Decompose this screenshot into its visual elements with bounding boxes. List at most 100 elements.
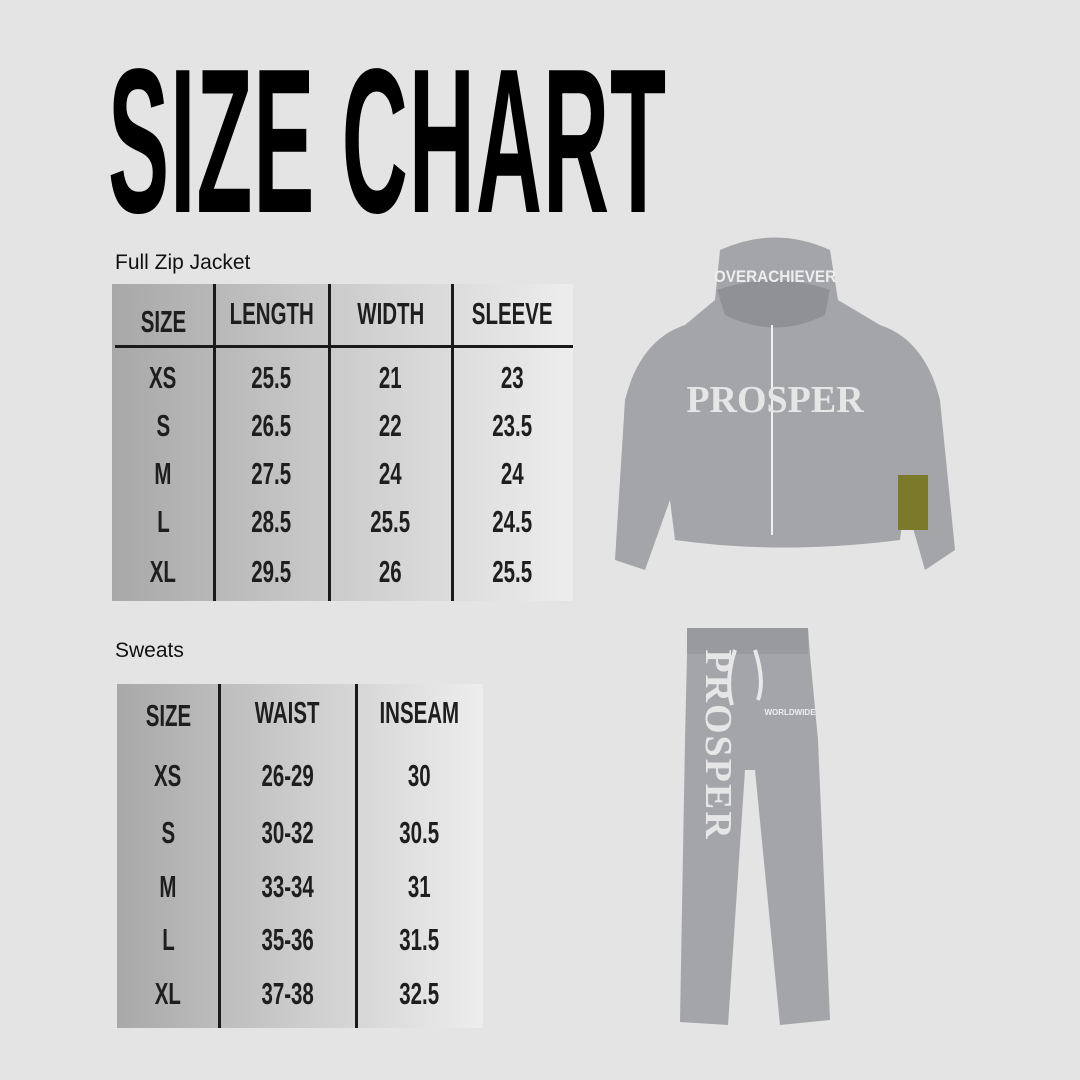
table-cell-text: 24 <box>501 456 524 491</box>
table-cell-text: 24.5 <box>492 504 533 539</box>
sleeve-patch <box>898 475 928 530</box>
page-title: SIZE CHART <box>108 26 667 256</box>
jacket-section-label: Full Zip Jacket <box>115 251 251 274</box>
table-cell-text: 32.5 <box>399 976 440 1011</box>
table-cell-text: 24 <box>379 456 402 491</box>
table-cell: 24.5 <box>452 500 573 544</box>
table-cell: 33-34 <box>219 865 356 909</box>
column-header-waist: WAIST <box>219 691 356 735</box>
table-cell: 23.5 <box>452 404 573 448</box>
pants-small-text: WORLDWIDE <box>764 708 816 717</box>
table-cell-text: 37-38 <box>261 976 314 1011</box>
table-cell-text: XL <box>154 976 182 1011</box>
sweatpants-image: WORLDWIDE PROSPER <box>680 628 830 1025</box>
column-divider <box>218 684 221 1028</box>
jacket-size-table: SIZE LENGTH WIDTH SLEEVE XS 25.5 21 23 S 26.5 22 23… <box>112 284 573 601</box>
column-header-width-text: WIDTH <box>356 296 425 331</box>
table-cell-text: 33-34 <box>261 869 314 904</box>
table-cell: S <box>117 811 219 855</box>
table-cell: 30 <box>356 754 483 798</box>
sweats-section-label: Sweats <box>115 639 184 662</box>
table-cell: 31 <box>356 865 483 909</box>
table-cell: 27.5 <box>214 452 329 496</box>
table-cell: 28.5 <box>214 500 329 544</box>
table-cell-text: 30 <box>408 758 431 793</box>
table-cell: 32.5 <box>356 972 483 1016</box>
table-cell: 26-29 <box>219 754 356 798</box>
table-cell-text: 35-36 <box>261 922 314 957</box>
table-cell-text: 30.5 <box>399 815 440 850</box>
table-cell: XL <box>112 550 214 594</box>
leg-text: PROSPER <box>697 649 739 840</box>
table-cell-text: 30-32 <box>261 815 314 850</box>
column-divider <box>328 284 331 601</box>
table-cell: 24 <box>452 452 573 496</box>
column-divider <box>451 284 454 601</box>
table-cell-text: 26 <box>379 554 402 589</box>
column-header-length-text: LENGTH <box>229 296 314 331</box>
table-cell: 29.5 <box>214 550 329 594</box>
table-cell-text: 28.5 <box>251 504 292 539</box>
table-cell-text: S <box>161 815 175 850</box>
table-cell: 21 <box>329 356 452 400</box>
table-cell-text: 29.5 <box>251 554 292 589</box>
column-header-size: SIZE <box>112 300 214 344</box>
table-cell: 23 <box>452 356 573 400</box>
table-cell: 25.5 <box>452 550 573 594</box>
table-cell: 37-38 <box>219 972 356 1016</box>
table-cell-text: XS <box>149 360 177 395</box>
sweats-size-table: SIZE WAIST INSEAM XS 26-29 30 S 30-32 30.5 M 33-34… <box>117 684 483 1028</box>
table-cell: M <box>112 452 214 496</box>
table-cell: 30-32 <box>219 811 356 855</box>
table-cell: S <box>112 404 214 448</box>
column-header-inseam: INSEAM <box>356 691 483 735</box>
chest-text: PROSPER <box>686 379 864 421</box>
table-cell-text: M <box>159 869 177 904</box>
table-cell: 30.5 <box>356 811 483 855</box>
table-cell-text: 31 <box>408 869 431 904</box>
table-cell-text: 25.5 <box>370 504 411 539</box>
hoodie-image: OVERACHIEVER PROSPER <box>615 237 955 570</box>
table-cell-text: 26.5 <box>251 408 292 443</box>
table-cell-text: 26-29 <box>261 758 314 793</box>
column-header-size-text: SIZE <box>145 698 191 733</box>
column-header-length: LENGTH <box>214 292 329 336</box>
table-cell-text: XL <box>149 554 177 589</box>
table-cell-text: S <box>156 408 170 443</box>
table-cell: XS <box>117 754 219 798</box>
column-divider <box>355 684 358 1028</box>
table-cell-text: 25.5 <box>251 360 292 395</box>
column-header-sleeve-text: SLEEVE <box>472 296 553 331</box>
table-cell-text: 31.5 <box>399 922 440 957</box>
table-cell-text: L <box>161 922 175 957</box>
table-cell: M <box>117 865 219 909</box>
table-cell-text: 23.5 <box>492 408 533 443</box>
table-cell: 31.5 <box>356 918 483 962</box>
table-cell-text: M <box>154 456 172 491</box>
table-cell: XL <box>117 972 219 1016</box>
table-cell: L <box>117 918 219 962</box>
table-cell-text: 23 <box>501 360 524 395</box>
table-cell-text: 25.5 <box>492 554 533 589</box>
table-cell-text: 22 <box>379 408 402 443</box>
column-header-inseam-text: INSEAM <box>379 695 460 730</box>
table-cell-text: 27.5 <box>251 456 292 491</box>
table-cell: L <box>112 500 214 544</box>
column-header-width: WIDTH <box>329 292 452 336</box>
table-cell: 22 <box>329 404 452 448</box>
table-cell: 24 <box>329 452 452 496</box>
table-cell: 26 <box>329 550 452 594</box>
column-header-sleeve: SLEEVE <box>452 292 573 336</box>
column-header-size: SIZE <box>117 694 219 738</box>
column-header-size-text: SIZE <box>140 304 186 339</box>
table-cell: 25.5 <box>214 356 329 400</box>
table-cell-text: 21 <box>379 360 402 395</box>
table-cell-text: XS <box>154 758 182 793</box>
table-cell: 25.5 <box>329 500 452 544</box>
column-divider <box>213 284 216 601</box>
table-cell: XS <box>112 356 214 400</box>
table-cell: 35-36 <box>219 918 356 962</box>
table-cell-text: L <box>156 504 170 539</box>
hood-text: OVERACHIEVER <box>714 267 837 286</box>
header-divider <box>115 345 573 348</box>
